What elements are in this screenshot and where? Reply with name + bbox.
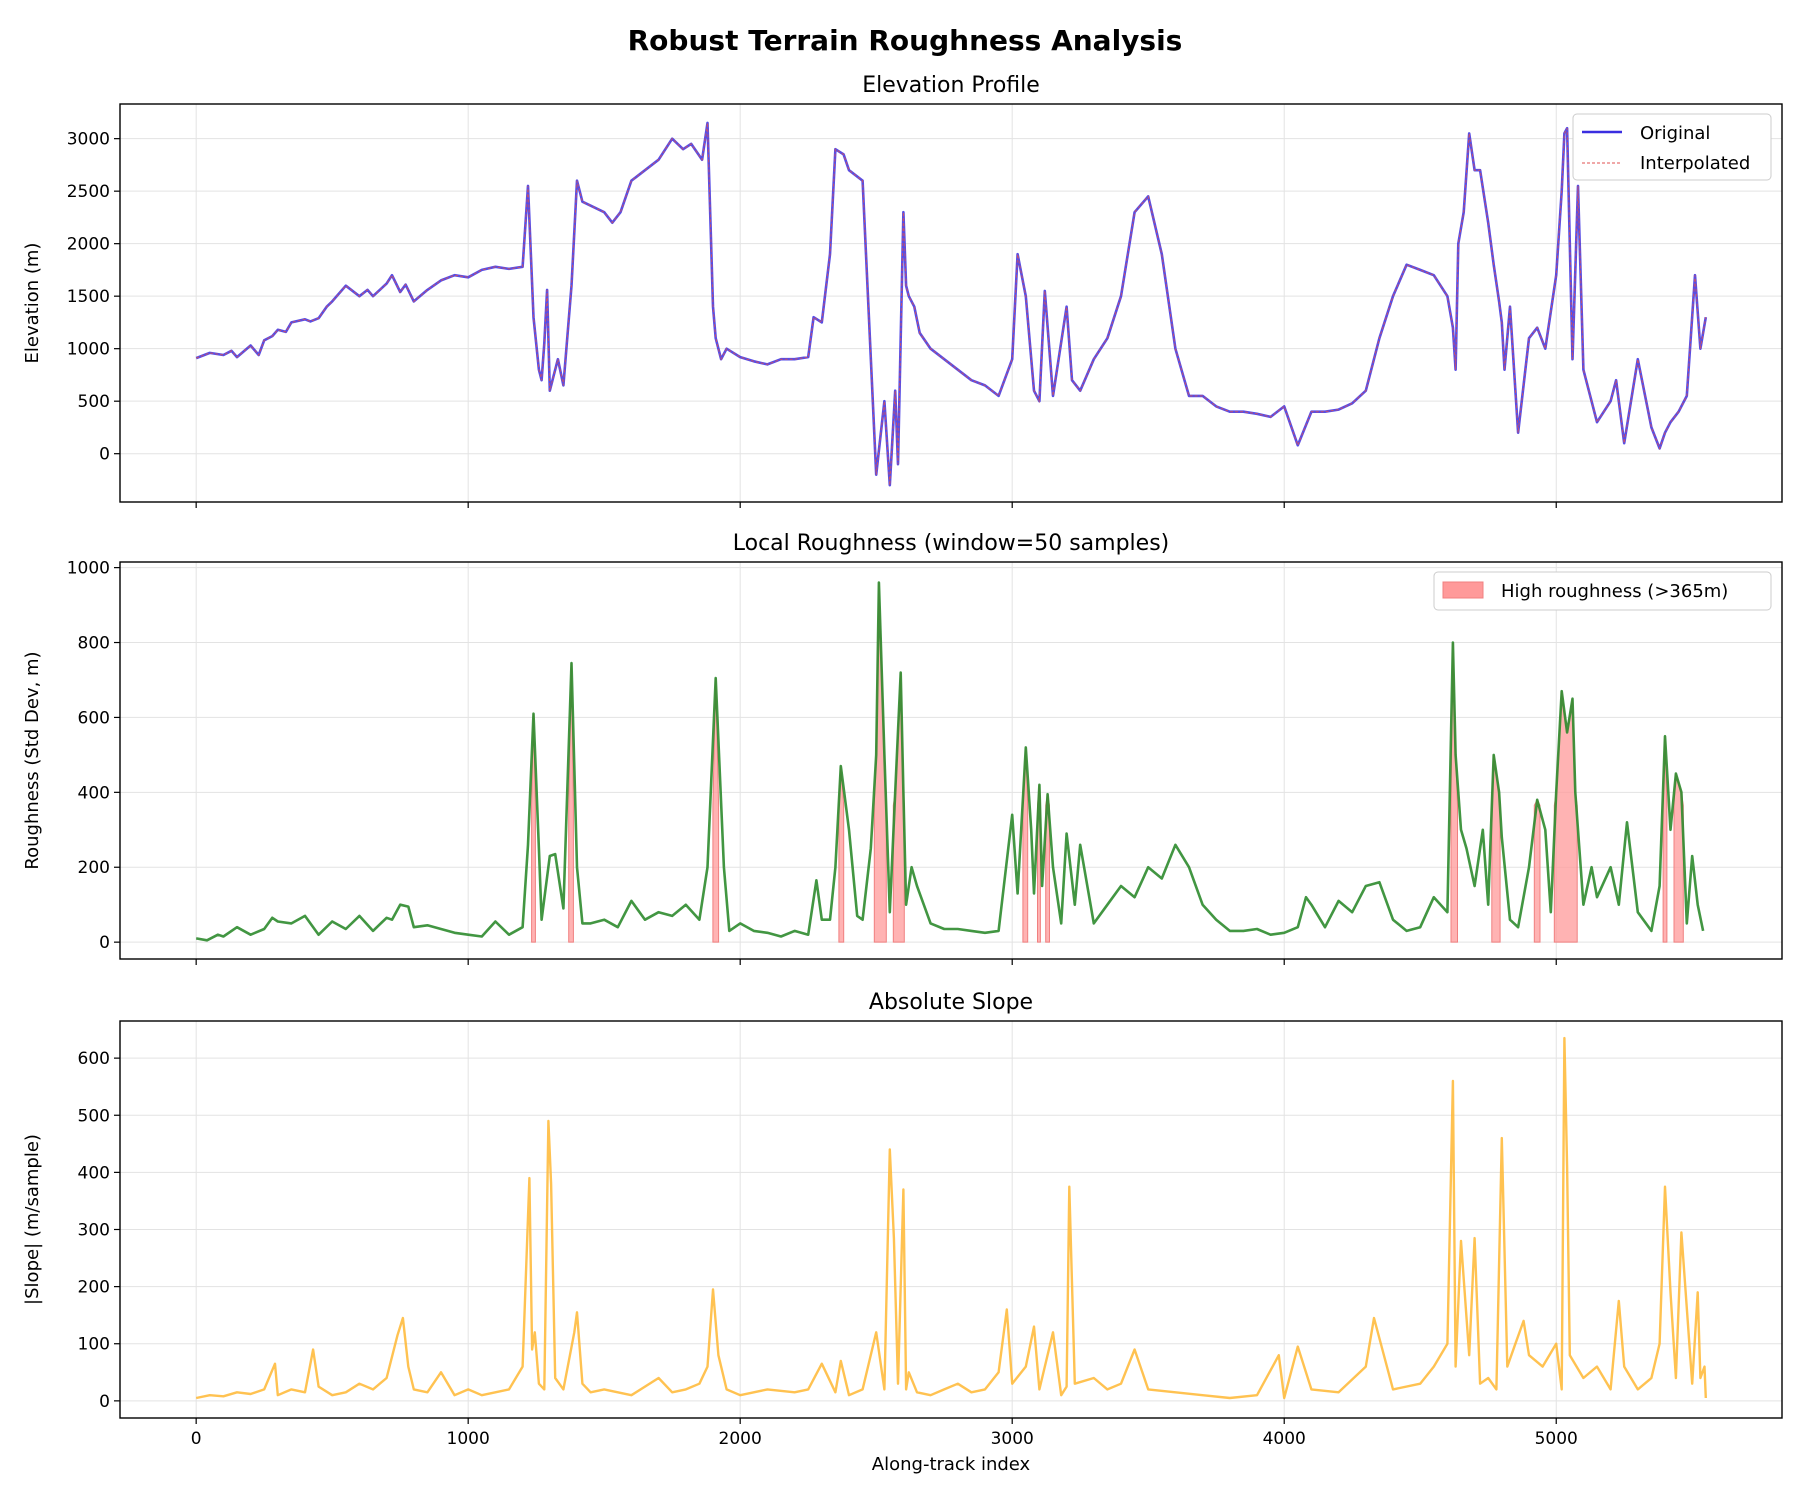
y-tick-label: 400 [78,1163,110,1183]
x-tick-label: 0 [191,1429,202,1449]
y-axis-label: |Slope| (m/sample) [22,1134,43,1305]
y-tick-label: 600 [78,708,110,728]
y-tick-label: 2500 [67,182,110,202]
panel-1: Elevation Profile 0 500 1000 1500 2000 2500 300… [22,73,1783,508]
slope-line [195,1036,1707,1400]
y-tick-label: 200 [78,1278,110,1298]
series-interpolated-line [196,122,1707,486]
plot-area [195,581,1705,943]
series-original-line [195,121,1708,487]
legend-frame [1572,113,1772,181]
y-tick-label: 2000 [67,235,110,255]
legend-label-interpolated: Interpolated [1640,153,1750,174]
y-axis-label: Elevation (m) [22,243,43,364]
x-tick-label: 2000 [719,1429,762,1449]
x-axis-label: Along-track index [872,1454,1031,1475]
panel-title: Elevation Profile [862,73,1040,98]
y-tick-label: 500 [78,392,110,412]
panel-2: Local Roughness (window=50 samples) 0 200 4… [22,531,1783,965]
legend-frame [1433,571,1772,611]
x-tick-label: 1000 [447,1429,490,1449]
plot-area [195,1036,1707,1400]
y-tick-label: 0 [99,933,110,953]
y-tick-label: 200 [78,858,110,878]
y-tick-label: 400 [78,783,110,803]
legend-swatch-high-roughness [1442,581,1484,599]
y-tick-label: 1000 [67,340,110,360]
figure-title: Robust Terrain Roughness Analysis [628,24,1183,57]
legend: Original Interpolated [1572,113,1772,181]
axes-frame [119,1020,1783,1419]
panel-title: Local Roughness (window=50 samples) [733,531,1170,556]
y-tick-label: 600 [78,1049,110,1069]
y-tick-label: 1000 [67,559,110,579]
roughness-line [195,581,1705,942]
y-tick-label: 500 [78,1106,110,1126]
legend: High roughness (>365m) [1433,571,1772,611]
x-tick-label: 4000 [1263,1429,1306,1449]
x-tick-label: 3000 [991,1429,1034,1449]
panel-3: Absolute Slope 0 1000 2000 3000 4000 5000 0 100 2… [22,990,1783,1475]
axes-frame [119,103,1783,503]
legend-label-original: Original [1640,123,1710,144]
y-tick-label: 0 [99,445,110,465]
y-tick-label: 0 [99,1392,110,1412]
y-tick-label: 800 [78,634,110,654]
y-tick-label: 300 [78,1220,110,1240]
x-tick-label: 5000 [1535,1429,1578,1449]
plot-area [195,121,1708,487]
subplots: Elevation Profile05001000150020002500300… [22,73,1783,1475]
y-tick-label: 1500 [67,287,110,307]
y-tick-label: 100 [78,1335,110,1355]
panel-title: Absolute Slope [869,990,1033,1015]
legend-label-high-roughness: High roughness (>365m) [1501,581,1728,602]
high-roughness-region [712,678,720,943]
axes-frame [119,561,1783,960]
y-tick-label: 3000 [67,130,110,150]
y-axis-label: Roughness (Std Dev, m) [22,651,43,869]
